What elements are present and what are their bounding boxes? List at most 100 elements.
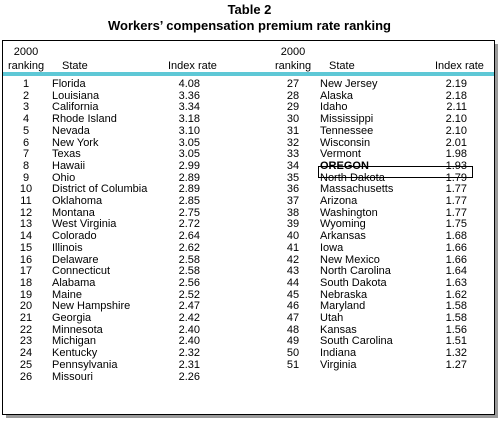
rank-cell: 45 (286, 288, 300, 301)
index-cell: 2.89 (178, 171, 200, 184)
state-cell: Arizona (320, 195, 358, 207)
rank-cell: 43 (286, 265, 300, 278)
rank-cell: 26 (19, 370, 33, 383)
right-header-index: Index rate (435, 60, 484, 72)
state-cell: Montana (52, 206, 95, 219)
rank-cell: 11 (20, 195, 32, 207)
index-cell: 1.27 (445, 358, 467, 371)
state-cell: Utah (320, 312, 344, 324)
oregon-highlight-box (318, 166, 473, 178)
index-cell: 1.98 (445, 148, 467, 161)
rank-cell: 19 (19, 288, 33, 301)
left-header-year: 2000 (13, 46, 39, 58)
index-cell: 2.72 (178, 218, 200, 231)
index-cell: 3.36 (178, 89, 200, 102)
index-cell: 2.11 (446, 101, 467, 114)
rank-cell: 49 (286, 335, 300, 348)
index-cell: 2.40 (178, 323, 200, 336)
state-cell: Alabama (52, 276, 96, 289)
state-cell: New Hampshire (52, 300, 131, 313)
index-cell: 2.58 (178, 253, 200, 266)
index-cell: 1.75 (445, 218, 467, 231)
state-cell: District of Columbia (52, 183, 148, 196)
rank-cell: 41 (286, 241, 300, 254)
index-cell: 1.64 (445, 265, 467, 278)
state-cell: South Carolina (320, 335, 393, 348)
index-cell: 3.05 (178, 136, 200, 149)
rank-cell: 4 (22, 113, 30, 126)
index-cell: 2.10 (445, 124, 467, 137)
index-cell: 1.58 (445, 312, 467, 324)
rank-cell: 5 (22, 124, 30, 137)
state-cell: New York (52, 136, 99, 149)
state-cell: Pennsylvania (52, 358, 118, 371)
rank-cell: 21 (19, 312, 33, 324)
index-cell: 1.62 (445, 288, 467, 301)
index-cell: 3.05 (178, 148, 200, 161)
state-cell: Idaho (320, 101, 348, 114)
rank-cell: 1 (22, 78, 30, 90)
index-cell: 1.93 (445, 159, 467, 172)
state-cell: Florida (52, 78, 86, 90)
right-header-state: State (329, 60, 355, 72)
state-cell: Washington (320, 206, 378, 219)
rank-cell: 44 (286, 276, 300, 289)
index-cell: 1.66 (445, 241, 467, 254)
state-cell: Massachusetts (320, 183, 394, 196)
header-divider-band (3, 72, 494, 76)
rank-cell: 23 (19, 335, 33, 348)
index-cell: 2.62 (178, 241, 200, 254)
table-subtitle: Workers’ compensation premium rate ranki… (108, 18, 391, 33)
rank-cell: 36 (286, 183, 300, 196)
state-cell: Rhode Island (52, 113, 117, 126)
rank-cell: 15 (19, 241, 33, 254)
rank-cell: 42 (286, 253, 300, 266)
rank-cell: 18 (19, 276, 33, 289)
index-cell: 1.56 (445, 323, 467, 336)
rank-cell: 33 (286, 148, 300, 161)
state-cell: Georgia (52, 312, 92, 324)
index-cell: 1.77 (445, 183, 467, 196)
index-cell: 2.75 (178, 206, 200, 219)
state-cell: Vermont (320, 148, 361, 161)
rank-cell: 22 (19, 323, 33, 336)
index-cell: 4.08 (178, 78, 200, 90)
index-cell: 1.32 (445, 347, 467, 360)
index-cell: 1.79 (445, 171, 467, 184)
state-cell: Kansas (320, 323, 357, 336)
index-cell: 1.51 (445, 335, 467, 348)
rank-cell: 10 (19, 183, 33, 196)
state-cell: Maryland (320, 300, 366, 313)
state-cell: North Carolina (320, 265, 391, 278)
state-cell: Iowa (320, 241, 344, 254)
index-cell: 2.32 (178, 347, 200, 360)
index-cell: 1.77 (445, 195, 467, 207)
state-cell: North Dakota (320, 171, 385, 184)
state-cell: Connecticut (52, 265, 111, 278)
rank-cell: 25 (19, 358, 33, 371)
rank-cell: 14 (19, 230, 33, 243)
rank-cell: 20 (19, 300, 33, 313)
rank-cell: 12 (19, 206, 33, 219)
index-cell: 2.85 (178, 195, 200, 207)
state-cell: Virginia (320, 358, 357, 371)
state-cell: Wyoming (320, 218, 366, 231)
rank-cell: 2 (22, 89, 30, 102)
right-header-year: 2000 (280, 46, 306, 58)
state-cell: Colorado (52, 230, 97, 243)
index-cell: 2.89 (178, 183, 200, 196)
state-cell: Missouri (52, 370, 93, 383)
index-cell: 1.77 (445, 206, 467, 219)
state-cell: Kentucky (52, 347, 98, 360)
table-frame (2, 40, 495, 415)
index-cell: 1.58 (445, 300, 467, 313)
state-cell: Oklahoma (52, 195, 103, 207)
index-cell: 1.66 (445, 253, 467, 266)
rank-cell: 48 (286, 323, 300, 336)
rank-cell: 30 (286, 113, 300, 126)
left-header-index: Index rate (168, 60, 217, 72)
index-cell: 3.18 (178, 113, 200, 126)
index-cell: 2.26 (178, 370, 200, 383)
index-cell: 2.64 (178, 230, 200, 243)
index-cell: 2.52 (178, 288, 200, 301)
